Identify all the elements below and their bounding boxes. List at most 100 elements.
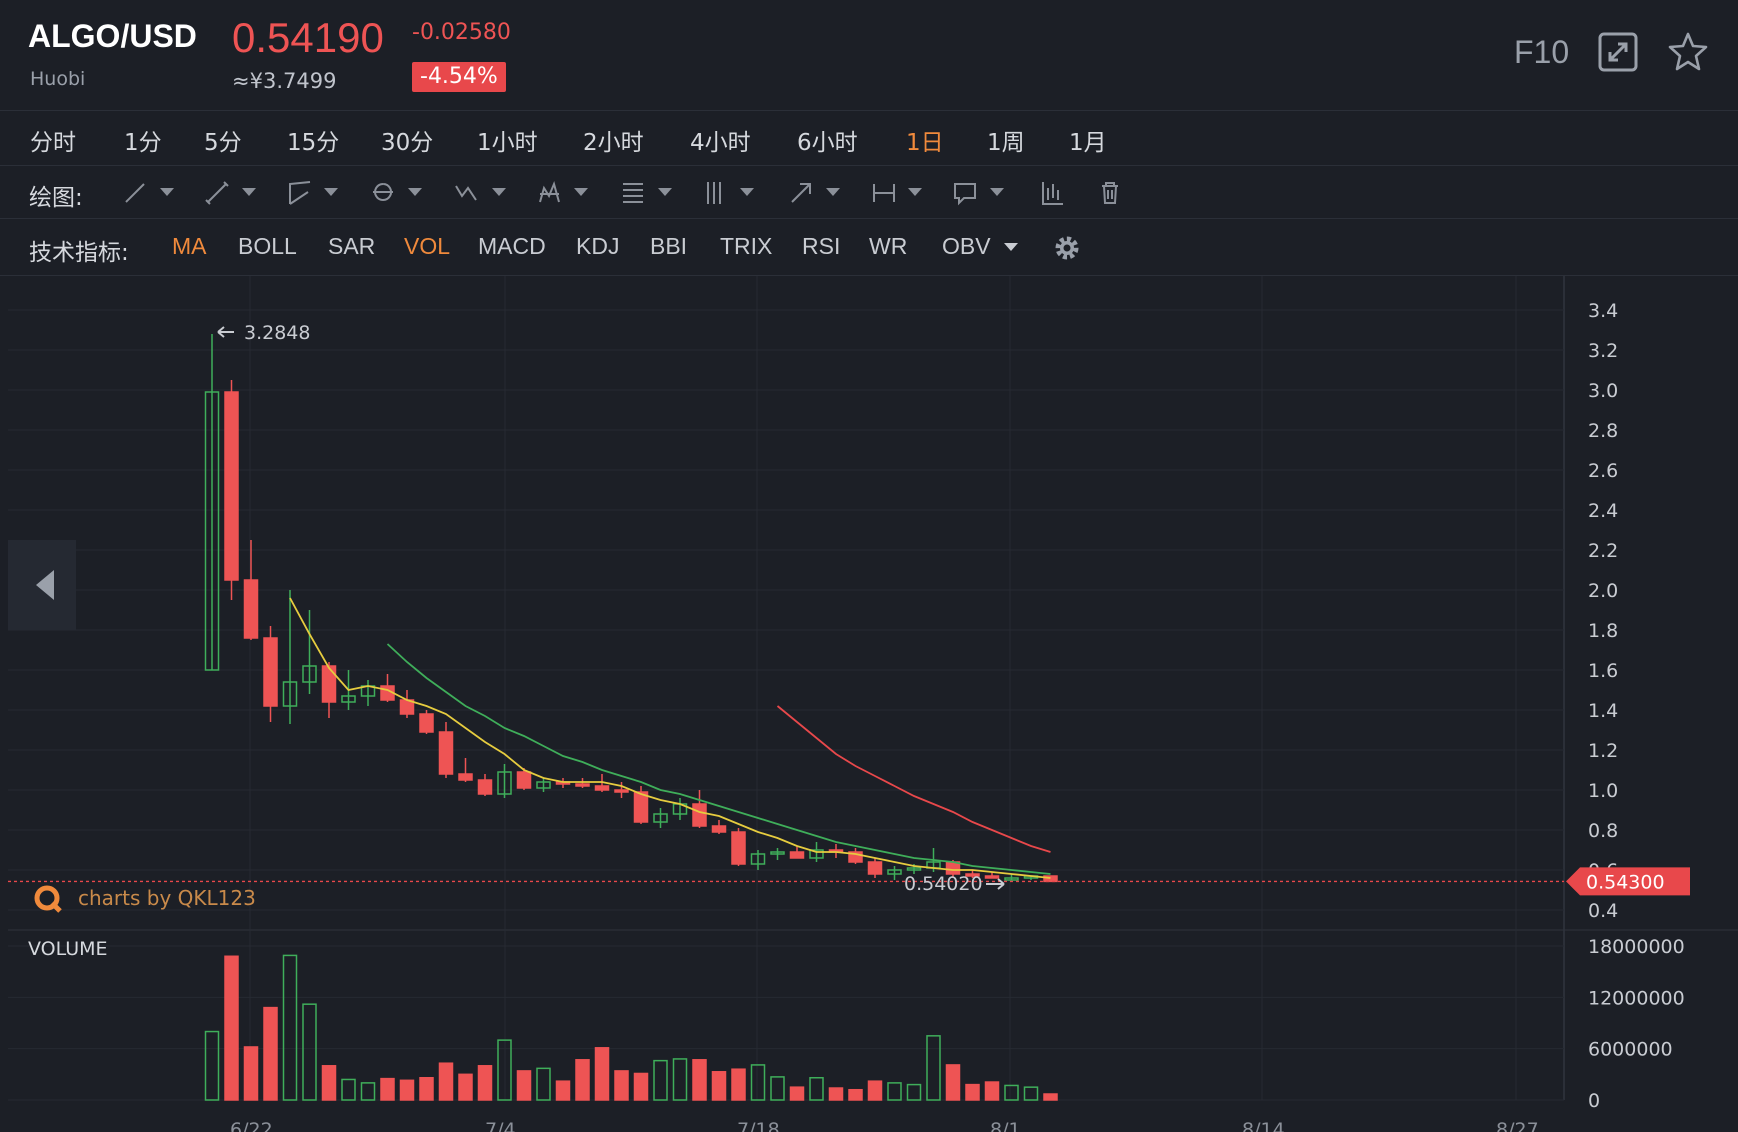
fibonacci-tool-button[interactable]: [620, 174, 680, 210]
volume-bar: [614, 1070, 629, 1101]
indicator-sar[interactable]: SAR: [328, 233, 376, 259]
volume-bar: [458, 1073, 473, 1101]
volume-bar: [770, 1076, 785, 1101]
drawing-toolbar: 绘图:: [0, 166, 1738, 219]
volume-bar: [399, 1079, 415, 1101]
measure-tool-button[interactable]: [870, 174, 930, 210]
volume-bar: [653, 1059, 668, 1101]
price-tick-label: 2.6: [1588, 460, 1618, 482]
price-tick-label: 1.8: [1588, 620, 1618, 642]
volume-bar: [497, 1039, 512, 1101]
timeframe-tab[interactable]: 6小时: [797, 130, 858, 156]
candle-body: [692, 803, 707, 827]
price-tick-label: 0.4: [1588, 900, 1618, 922]
indicator-ma[interactable]: MA: [172, 233, 207, 259]
timeframe-tab[interactable]: 1周: [987, 130, 1025, 156]
timeframe-tab[interactable]: 1分: [124, 130, 162, 156]
last-price: 0.54190: [232, 14, 384, 61]
candle-body: [263, 637, 278, 707]
time-tick-label: 8/27: [1496, 1119, 1539, 1132]
volume-bar: [263, 1006, 278, 1101]
candle-body: [984, 875, 1000, 879]
timeframe-tab[interactable]: 1小时: [477, 130, 538, 156]
timeframe-bar: 分时 1分 5分 15分 30分 1小时 2小时 4小时 6小时 1日 1周 1…: [0, 111, 1738, 166]
segment-tool-button[interactable]: [204, 174, 264, 210]
candle-body: [653, 813, 668, 823]
settings-gear-icon[interactable]: [1052, 233, 1082, 263]
circle-tool-icon: [373, 183, 422, 201]
volume-bar: [731, 1068, 746, 1101]
indicator-trix[interactable]: TRIX: [720, 233, 773, 259]
indicator-bar: 技术指标: MA BOLL SAR VOL MACD KDJ BBI TRIX …: [0, 219, 1738, 276]
indicator-boll[interactable]: BOLL: [238, 233, 297, 259]
gann-tool-icon: [707, 182, 754, 204]
chevron-down-icon[interactable]: [1003, 241, 1019, 253]
channel-tool-button[interactable]: [286, 174, 346, 210]
timeframe-tab[interactable]: 1月: [1069, 130, 1107, 156]
timeframe-tab[interactable]: 分时: [30, 130, 76, 156]
indicator-kdj[interactable]: KDJ: [576, 233, 620, 259]
circle-tool-button[interactable]: [370, 174, 430, 210]
timeframe-tab[interactable]: 15分: [287, 130, 340, 156]
chart-background: [8, 276, 1564, 1132]
timeframe-tab[interactable]: 2小时: [583, 130, 644, 156]
bars-tool-button[interactable]: [1038, 174, 1098, 210]
indicator-label: 技术指标:: [29, 240, 129, 266]
volume-tick-label: 12000000: [1588, 987, 1685, 1009]
note-tool-icon: [954, 183, 1004, 206]
indicator-wr[interactable]: WR: [869, 233, 908, 259]
volume-bar: [887, 1082, 902, 1101]
time-tick-label: 7/18: [737, 1119, 780, 1132]
volume-bar: [750, 1064, 766, 1101]
delete-button[interactable]: [1096, 174, 1156, 210]
volume-bar: [828, 1087, 844, 1101]
volume-bar: [1004, 1084, 1019, 1101]
timeframe-tab-active[interactable]: 1日: [906, 130, 944, 156]
timeframe-tab[interactable]: 5分: [204, 130, 242, 156]
candle-body: [770, 851, 785, 855]
arrow-tool-button[interactable]: [788, 174, 848, 210]
collapse-panel-button[interactable]: [8, 540, 76, 630]
f10-button[interactable]: F10: [1514, 34, 1570, 70]
line-tool-icon: [125, 183, 174, 203]
price-tick-label: 2.8: [1588, 420, 1618, 442]
volume-bar: [848, 1088, 863, 1101]
pattern-tool-button[interactable]: [536, 174, 596, 210]
indicator-bbi[interactable]: BBI: [650, 233, 688, 259]
time-tick-label: 8/1: [990, 1119, 1021, 1132]
price-change: -0.02580: [412, 20, 511, 45]
volume-bar: [945, 1064, 961, 1101]
volume-bar: [867, 1080, 883, 1101]
time-tick-label: 6/22: [230, 1119, 273, 1132]
fullscreen-icon[interactable]: [1596, 30, 1640, 74]
candle-body: [887, 869, 902, 875]
star-favorite-icon[interactable]: [1666, 30, 1710, 74]
indicator-vol[interactable]: VOL: [404, 233, 451, 259]
chevron-down-icon: [242, 188, 256, 196]
indicator-macd[interactable]: MACD: [478, 233, 546, 259]
chevron-down-icon: [740, 188, 754, 196]
watermark-text: charts by QKL123: [78, 886, 256, 910]
wave-tool-button[interactable]: [454, 174, 514, 210]
indicator-rsi[interactable]: RSI: [802, 233, 841, 259]
gann-tool-button[interactable]: [702, 174, 762, 210]
cny-price: ≈¥3.7499: [232, 69, 337, 93]
candle-body: [731, 831, 746, 865]
volume-bar: [419, 1077, 434, 1101]
candle-body: [477, 779, 493, 795]
qkl-logo-icon: [34, 885, 60, 911]
volume-bar: [575, 1059, 590, 1101]
candle-body: [711, 825, 727, 833]
candle-body: [575, 783, 590, 787]
candle-body: [243, 579, 259, 639]
timeframe-tab[interactable]: 4小时: [690, 130, 751, 156]
note-tool-button[interactable]: [952, 174, 1012, 210]
candle-body: [282, 681, 298, 707]
candle-body: [516, 771, 532, 789]
chevron-down-icon: [324, 188, 338, 196]
indicator-obv[interactable]: OBV: [942, 233, 991, 259]
chevron-down-icon: [160, 188, 174, 196]
line-tool-button[interactable]: [122, 174, 182, 210]
timeframe-tab[interactable]: 30分: [381, 130, 434, 156]
